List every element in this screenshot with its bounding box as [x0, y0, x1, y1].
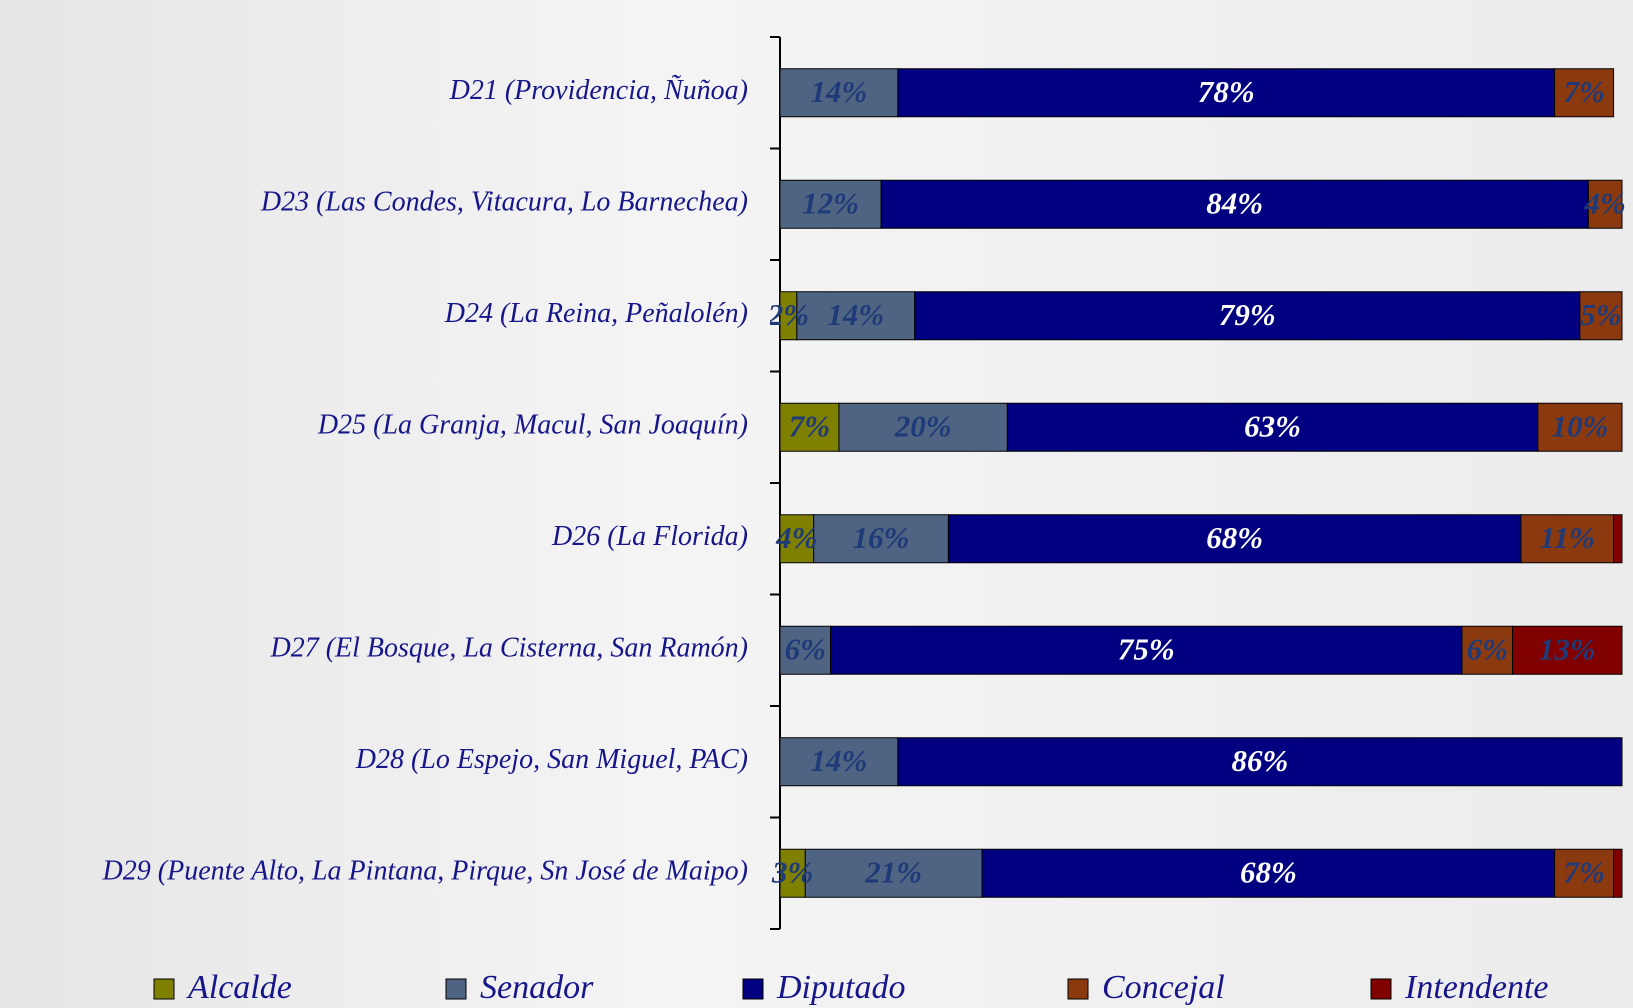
bar-segment — [779, 402, 840, 452]
value-label: 13% — [1539, 631, 1596, 666]
bar-segment — [1554, 68, 1615, 118]
value-label: 14% — [827, 297, 884, 332]
value-label: 63% — [1244, 408, 1301, 443]
legend-label: Alcalde — [186, 969, 292, 1006]
category-label: D28 (Lo Espejo, San Miguel, PAC) — [355, 744, 748, 775]
value-label: 4% — [775, 520, 817, 555]
category-label: D24 (La Reina, Peñalolén) — [444, 298, 748, 329]
legend-label: Concejal — [1102, 969, 1225, 1006]
bar-segment — [779, 179, 882, 229]
category-label: D29 (Puente Alto, La Pintana, Pirque, Sn… — [102, 856, 748, 887]
bar-segment — [981, 848, 1556, 898]
bar-segment — [947, 514, 1522, 564]
legend-label: Intendente — [1404, 969, 1549, 1006]
legend-swatch — [1370, 978, 1392, 1000]
bar-segment — [1537, 402, 1623, 452]
value-label: 2% — [767, 297, 809, 332]
value-label: 79% — [1219, 297, 1276, 332]
bar-segment — [1520, 514, 1615, 564]
bar-segment — [779, 514, 815, 564]
legend-swatch — [153, 978, 175, 1000]
bar-segment — [1512, 625, 1623, 675]
value-label: 6% — [785, 631, 826, 666]
value-label: 78% — [1198, 74, 1255, 109]
bar-segment — [779, 625, 832, 675]
bars — [779, 68, 1623, 898]
bar-segment — [1613, 514, 1623, 564]
value-label: 14% — [811, 743, 868, 778]
category-label: D23 (Las Condes, Vitacura, Lo Barnechea) — [260, 187, 748, 218]
value-label: 7% — [1563, 854, 1604, 889]
value-labels: 14% 78% 7% 12% 84% 4% 2% 14% 79% 5% 7% 20% 63% 10% 4% 1… — [767, 74, 1626, 890]
value-label: 14% — [811, 74, 868, 109]
legend-swatch — [742, 978, 764, 1000]
value-label: 7% — [1563, 74, 1604, 109]
bar-segment — [880, 179, 1589, 229]
legend-swatch — [445, 978, 467, 1000]
category-label: D27 (El Bosque, La Cisterna, San Ramón) — [269, 633, 748, 664]
bar-segment — [779, 737, 899, 787]
value-label: 11% — [1540, 520, 1595, 555]
bar-segment — [1461, 625, 1514, 675]
value-label: 75% — [1118, 631, 1175, 666]
value-label: 20% — [894, 408, 952, 443]
value-label: 86% — [1232, 743, 1289, 778]
value-label: 16% — [853, 520, 910, 555]
legend-label: Senador — [480, 969, 594, 1006]
value-label: 4% — [1583, 185, 1625, 220]
bar-segment — [1613, 848, 1623, 898]
bar-segment — [838, 402, 1008, 452]
value-label: 12% — [802, 185, 859, 220]
category-label: D26 (La Florida) — [551, 521, 748, 552]
value-label: 7% — [789, 408, 830, 443]
bar-segment — [1006, 402, 1539, 452]
legend-label: Diputado — [776, 969, 905, 1006]
value-label: 21% — [864, 854, 922, 889]
value-label: 68% — [1206, 520, 1263, 555]
bar-segment — [804, 848, 983, 898]
value-label: 84% — [1206, 185, 1263, 220]
bar-segment — [779, 848, 806, 898]
value-label: 10% — [1551, 408, 1608, 443]
category-label: D25 (La Granja, Macul, San Joaquín) — [317, 410, 748, 441]
value-label: 3% — [771, 854, 813, 889]
bar-segment — [1587, 179, 1623, 229]
bar-segment — [1579, 291, 1623, 341]
category-label: D21 (Providencia, Ñuñoa) — [449, 75, 748, 106]
bar-segment — [897, 737, 1623, 787]
bar-segment — [897, 68, 1556, 118]
legend-swatch — [1067, 978, 1089, 1000]
value-label: 6% — [1467, 631, 1508, 666]
value-label: 5% — [1580, 297, 1621, 332]
value-label: 68% — [1240, 854, 1297, 889]
bar-segment — [813, 514, 949, 564]
bar-segment — [796, 291, 916, 341]
bar-segment — [830, 625, 1463, 675]
